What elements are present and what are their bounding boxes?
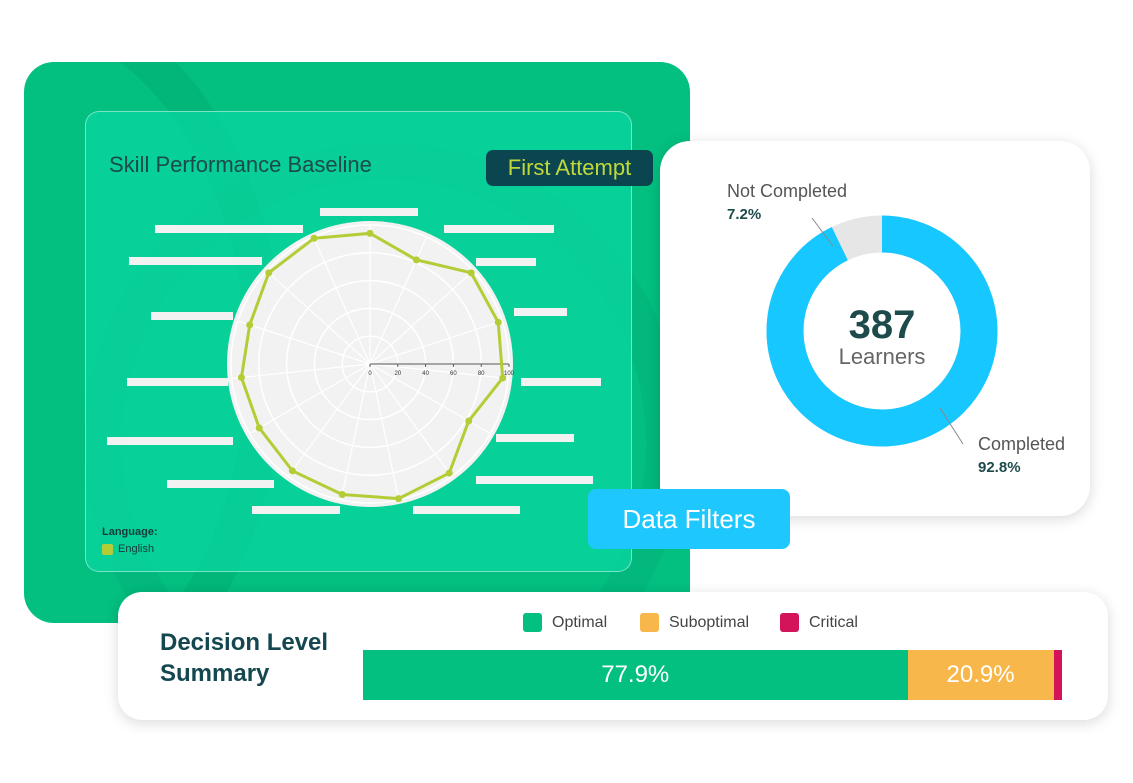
- radar-tick-label: 100: [504, 371, 515, 377]
- data-filters-button[interactable]: Data Filters: [588, 489, 790, 549]
- legend-swatch: [523, 613, 542, 632]
- leader-line: [939, 407, 964, 445]
- axis-label-bar: [155, 225, 303, 233]
- radar-point: [499, 374, 507, 382]
- radar-spoke: [369, 363, 453, 477]
- bar-segment: 77.9%: [363, 650, 908, 700]
- radar-spoke: [231, 363, 371, 380]
- axis-label-bar: [320, 208, 418, 216]
- radar-spoke: [287, 363, 371, 477]
- radar-point: [288, 467, 296, 475]
- legend-swatch: [102, 543, 113, 555]
- leader-line: [811, 217, 834, 247]
- radar-spoke: [369, 363, 400, 501]
- bar-segment: [1053, 650, 1062, 700]
- not-completed-value: 7.2%: [727, 206, 762, 223]
- radar-point: [395, 495, 403, 503]
- legend-label: English: [118, 543, 155, 555]
- radar-point: [412, 256, 420, 264]
- learner-count: 387: [849, 303, 916, 347]
- radar-point: [338, 491, 346, 499]
- radar-spoke: [369, 270, 474, 365]
- radar-spoke: [369, 320, 503, 365]
- completion-card: [660, 141, 1090, 516]
- radar-point: [237, 374, 245, 382]
- axis-label-bar: [496, 434, 574, 442]
- radar-point: [265, 269, 273, 277]
- radar-spoke: [340, 363, 371, 501]
- legend-optimal: Optimal: [523, 613, 607, 632]
- axis-label-bar: [444, 225, 554, 233]
- axis-label-bar: [521, 378, 601, 386]
- radar-tick-label: 20: [394, 371, 401, 377]
- completed-label: Completed: [978, 434, 1066, 454]
- chart-title: Skill Performance Baseline: [109, 152, 372, 177]
- bar-segment: 20.9%: [907, 650, 1054, 700]
- axis-label-bar: [151, 312, 233, 320]
- radar-spoke: [266, 270, 371, 365]
- legend-suboptimal: Suboptimal: [640, 613, 749, 632]
- legend-critical: Critical: [780, 613, 858, 632]
- axis-label-bar: [127, 378, 228, 386]
- axis-label-bar: [476, 258, 536, 266]
- legend-item-english[interactable]: English: [102, 543, 154, 555]
- radar-point: [465, 417, 473, 425]
- axis-label-bar: [252, 506, 340, 514]
- radar-spoke: [237, 320, 371, 365]
- radar-series-line: [239, 231, 505, 501]
- radar-point: [494, 318, 502, 326]
- legend-label: Critical: [809, 613, 858, 631]
- axis-label-bar: [413, 506, 520, 514]
- radar-point: [310, 234, 318, 242]
- radar-point: [467, 269, 475, 277]
- legend-label: Suboptimal: [669, 613, 750, 631]
- legend-swatch: [640, 613, 659, 632]
- axis-label-bar: [167, 480, 274, 488]
- legend-title: Language:: [102, 526, 158, 538]
- not-completed-label: Not Completed: [727, 181, 848, 201]
- radar-spoke: [312, 236, 371, 365]
- radar-point: [445, 469, 453, 477]
- axis-label-bar: [514, 308, 567, 316]
- radar-point: [255, 424, 263, 432]
- learner-label: Learners: [839, 344, 926, 369]
- axis-label-bar: [129, 257, 262, 265]
- legend-swatch: [780, 613, 799, 632]
- decision-stacked-bar: 77.9% 20.9%: [363, 650, 1062, 700]
- radar-tick-label: 80: [478, 371, 485, 377]
- radar-tick-label: 60: [450, 371, 457, 377]
- radar-spoke: [369, 363, 509, 380]
- legend-label: Optimal: [552, 613, 608, 631]
- first-attempt-badge[interactable]: First Attempt: [486, 150, 653, 186]
- radar-spoke: [249, 363, 371, 435]
- radar-tick-label: 0: [368, 371, 372, 377]
- radar-tick-label: 40: [422, 371, 429, 377]
- summary-title: Decision Level Summary: [160, 629, 329, 687]
- radar-point: [246, 321, 254, 329]
- donut-completed-slice: [766, 215, 998, 447]
- completed-value: 92.8%: [978, 459, 1021, 476]
- radar-point: [366, 229, 374, 237]
- axis-label-bar: [476, 476, 593, 484]
- axis-label-bar: [107, 437, 233, 445]
